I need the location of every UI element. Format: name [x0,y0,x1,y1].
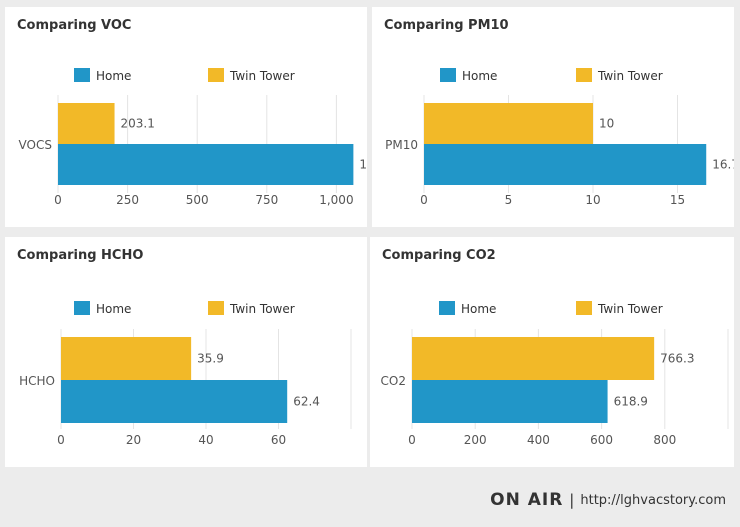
data-label: 766.3 [660,352,694,366]
data-label: 618.9 [614,395,648,409]
chart-title: Comparing HCHO [17,248,144,263]
x-tick-label: 750 [255,193,278,207]
chart-svg: Home Twin Tower 203.1 1,061 VOCS 0 250 500 750 1,… [19,68,367,207]
x-tick-label: 0 [57,433,65,447]
chart-title: Comparing PM10 [384,18,509,33]
legend-twin-tower-swatch [208,68,224,82]
x-tick-label: 60 [271,433,286,447]
legend-twin-tower-label: Twin Tower [229,302,295,316]
x-tick-label: 200 [464,433,487,447]
chart-svg: Home Twin Tower 766.3 618.9 CO2 0 200 400 600 800 [381,301,729,447]
legend-home-label: Home [96,69,131,83]
bar-twin-tower [61,337,192,380]
brand-logo: ON AIR [490,490,564,510]
bar-home [58,144,354,185]
footer-separator: | [569,491,575,509]
bar-twin-tower [58,103,115,144]
x-tick-label: 0 [54,193,62,207]
legend-twin-tower-label: Twin Tower [597,69,663,83]
x-tick-label: 15 [670,193,685,207]
bar-twin-tower [424,103,593,144]
x-tick-label: 400 [527,433,550,447]
legend-home-swatch [440,68,456,82]
category-label: VOCS [19,138,52,152]
legend-home-swatch [74,301,90,315]
x-tick-label: 20 [126,433,141,447]
legend-home-swatch [74,68,90,82]
x-tick-label: 600 [590,433,613,447]
data-label: 62.4 [293,395,320,409]
x-tick-label: 1,000 [319,193,353,207]
category-label: PM10 [385,138,418,152]
x-tick-label: 10 [585,193,600,207]
chart-svg: Home Twin Tower 35.9 62.4 HCHO 0 20 40 60 [19,301,352,447]
data-label: 203.1 [121,117,155,131]
site-link[interactable]: http://lghvacstory.com [580,492,726,508]
footer: ON AIR | http://lghvacstory.com [490,490,726,510]
chart-panel-pm10: Comparing PM10 Home Twin Tower 10 16.7 PM10 0… [372,7,734,227]
chart-panel-voc: Comparing VOC Home Twin Tower 203.1 1,061 VO… [5,7,367,227]
data-label: 16.7 [712,158,734,172]
x-tick-label: 40 [198,433,213,447]
x-tick-label: 0 [420,193,428,207]
legend-twin-tower-label: Twin Tower [597,302,663,316]
legend-twin-tower-swatch [576,301,592,315]
data-label: 1,061 [359,158,367,172]
legend-twin-tower-swatch [576,68,592,82]
bar-twin-tower [412,337,655,380]
bar-home [61,380,288,423]
chart-panel-hcho: Comparing HCHO Home Twin Tower 35.9 62.4 HCH… [5,237,367,467]
data-label: 35.9 [197,352,224,366]
x-tick-label: 500 [186,193,209,207]
legend-home-label: Home [462,69,497,83]
category-label: CO2 [381,374,406,388]
chart-svg: Home Twin Tower 10 16.7 PM10 0 5 10 15 [385,68,734,207]
x-tick-label: 800 [653,433,676,447]
chart-panel-co2: Comparing CO2 Home Twin Tower 766.3 618.9 CO… [370,237,734,467]
chart-title: Comparing CO2 [382,248,496,263]
legend-home-label: Home [96,302,131,316]
legend-home-label: Home [461,302,496,316]
legend-twin-tower-swatch [208,301,224,315]
x-tick-label: 250 [116,193,139,207]
bar-home [412,380,608,423]
data-label: 10 [599,117,614,131]
category-label: HCHO [19,374,55,388]
legend-home-swatch [439,301,455,315]
x-tick-label: 0 [408,433,416,447]
bar-home [424,144,707,185]
legend-twin-tower-label: Twin Tower [229,69,295,83]
chart-title: Comparing VOC [17,18,132,33]
x-tick-label: 5 [505,193,513,207]
